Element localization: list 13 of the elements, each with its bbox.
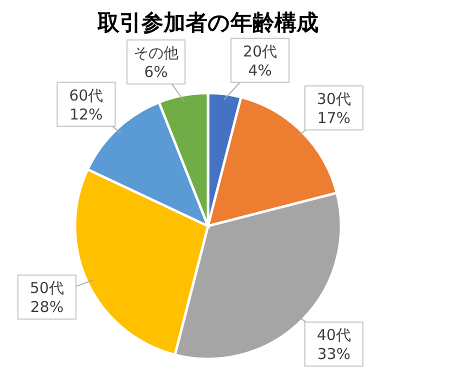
data-label: 17% <box>317 108 351 127</box>
slice-label: 40代 <box>316 326 351 344</box>
data-label: 6% <box>144 62 168 81</box>
data-label: 12% <box>69 105 103 124</box>
slice-label: その他 <box>134 44 178 62</box>
data-label: 28% <box>30 298 64 316</box>
chart-title: 取引参加者の年齢構成 <box>96 11 318 36</box>
data-label: 33% <box>317 345 351 364</box>
data-label: 4% <box>248 61 272 80</box>
slice-label: 50代 <box>30 279 64 298</box>
slice-label: 60代 <box>69 86 104 104</box>
slice-label: 20代 <box>242 42 278 60</box>
slice-label: 30代 <box>316 90 351 108</box>
